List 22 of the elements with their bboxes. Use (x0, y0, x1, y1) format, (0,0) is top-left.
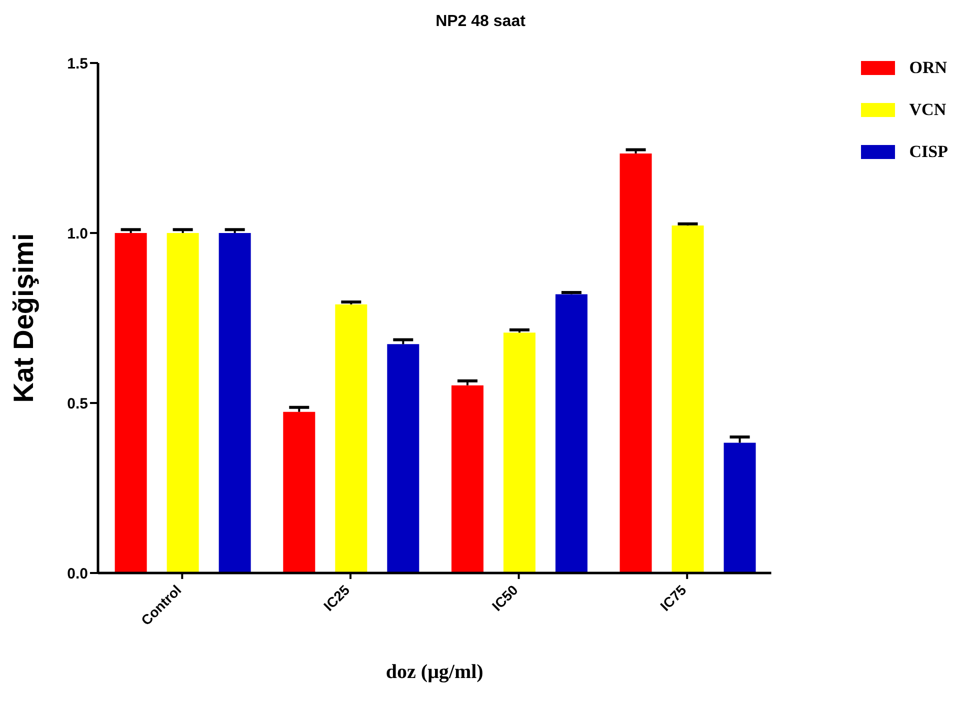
bar (166, 233, 199, 573)
legend-label: ORN (909, 58, 948, 78)
bar (451, 385, 484, 573)
bar (672, 226, 704, 573)
chart-title: NP2 48 saat (434, 13, 526, 31)
bar (620, 153, 652, 573)
x-axis-title: doz (μg/ml) (386, 661, 484, 683)
y-tick-label: 0.0 (67, 565, 88, 582)
bar (503, 332, 536, 573)
bar (724, 442, 756, 573)
y-tick-label: 0.5 (67, 395, 88, 412)
y-tick-label: 1.0 (67, 225, 88, 242)
bar (114, 233, 147, 573)
bar (218, 233, 251, 573)
legend-label: CISP (909, 142, 948, 162)
legend-label: VCN (909, 100, 946, 120)
bar (387, 344, 420, 573)
bar (555, 294, 588, 573)
y-tick-label: 1.5 (67, 55, 88, 72)
bar (283, 412, 316, 573)
y-axis-title: Kat Değişimi (8, 233, 39, 403)
bar (335, 304, 368, 573)
